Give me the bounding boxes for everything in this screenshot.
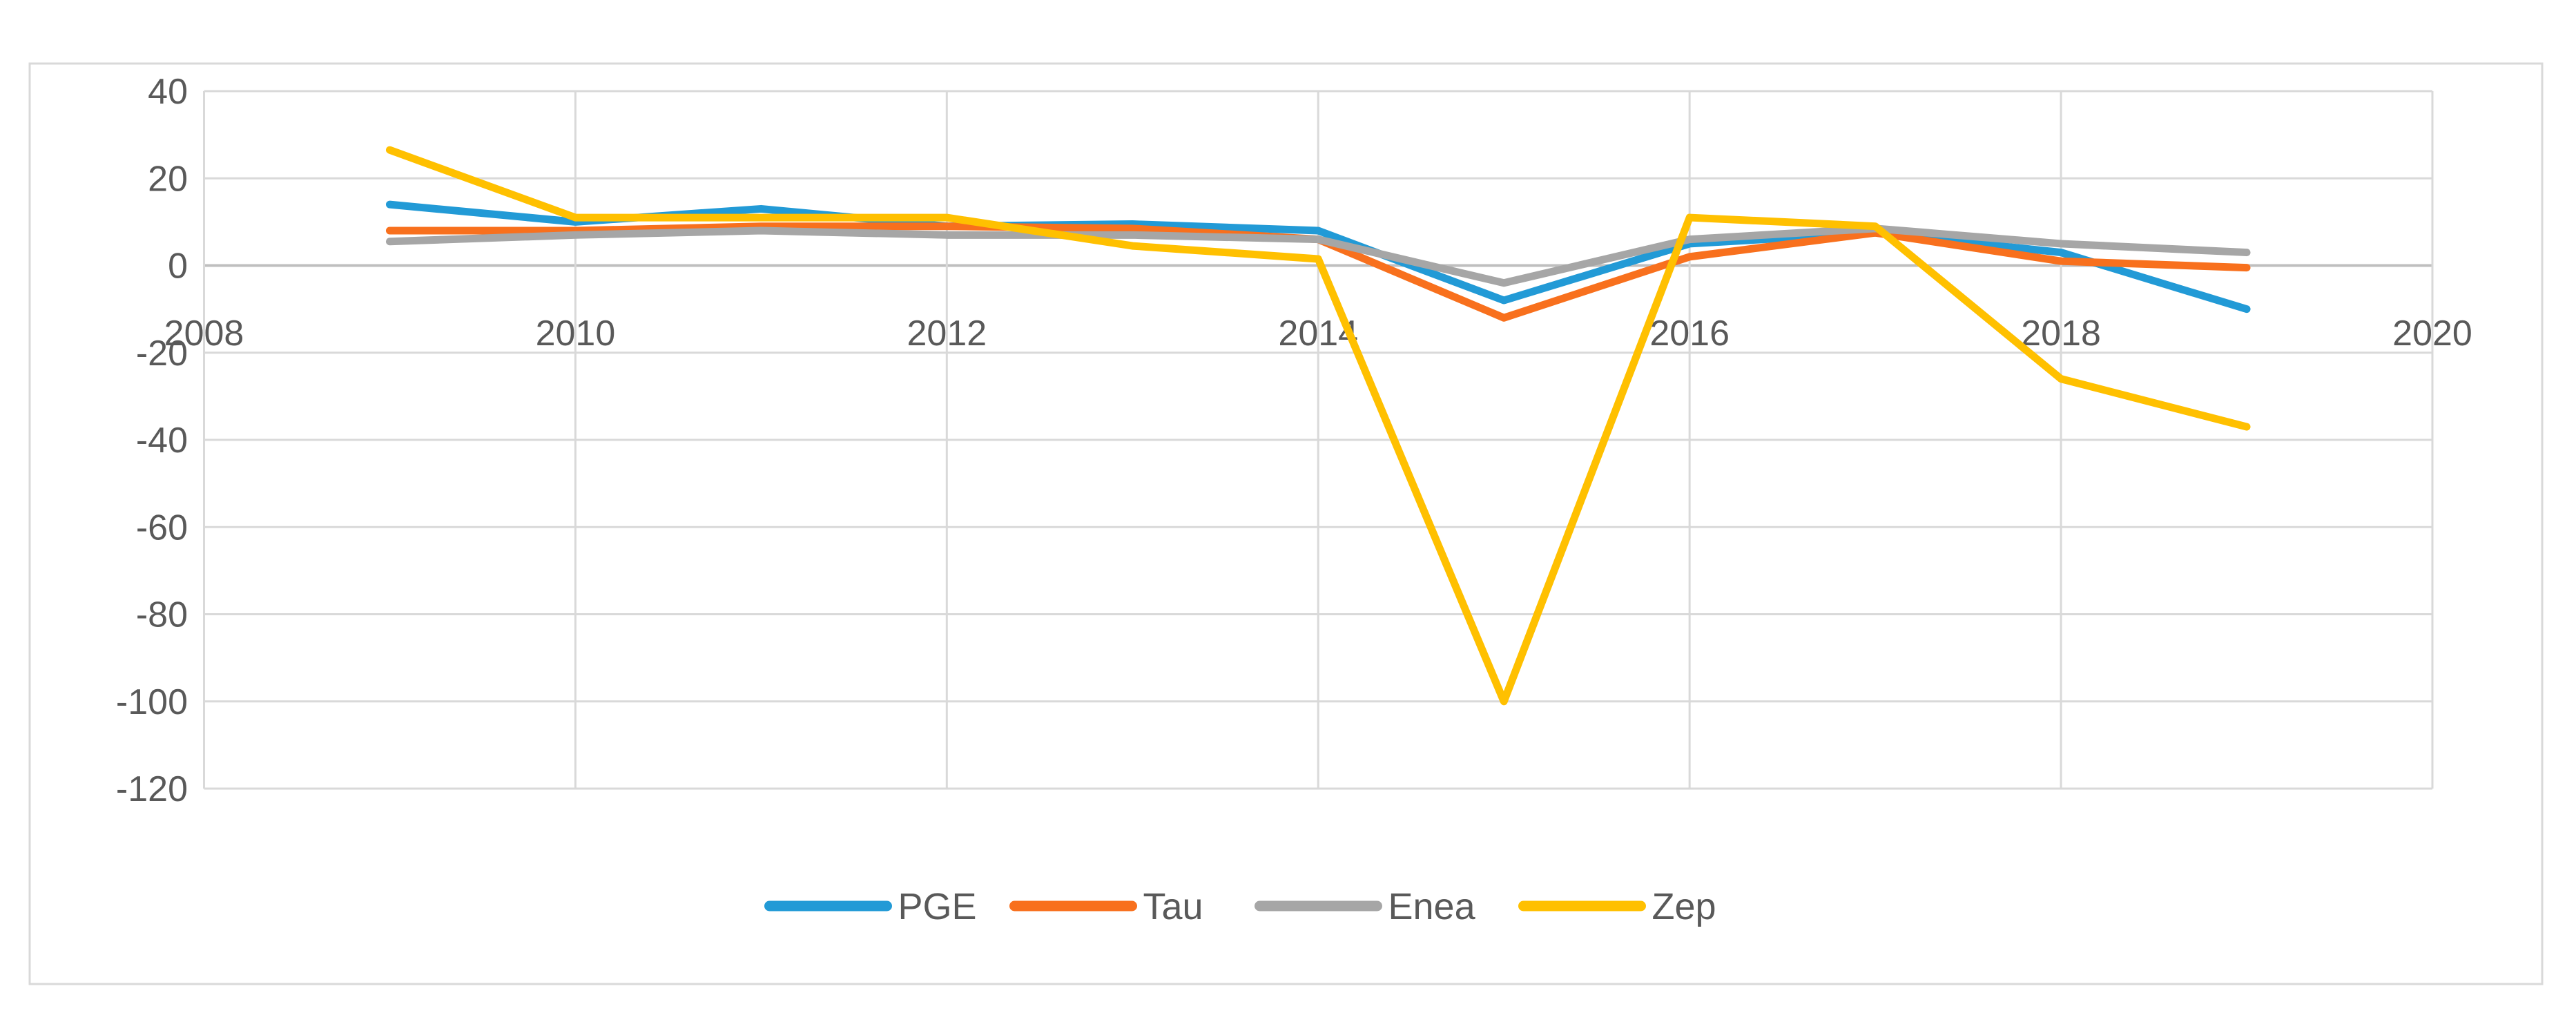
y-tick-label: -100	[116, 682, 188, 722]
x-tick-label: 2012	[907, 314, 987, 354]
y-tick-label: 40	[148, 72, 188, 112]
figure-border	[28, 62, 2544, 985]
legend-label: PGE	[898, 886, 977, 927]
series-line-zep	[385, 146, 2251, 706]
y-tick-label: -120	[116, 769, 188, 809]
x-tick-label: 2016	[1649, 314, 1730, 354]
y-tick-label: 20	[148, 159, 188, 199]
legend: PGE Tau Enea Zep	[764, 886, 1716, 927]
x-axis-tick-labels: 2008 2010 2012 2014 2016 2018 2020	[164, 314, 2472, 354]
y-tick-label: -20	[136, 334, 188, 374]
y-tick-label: -40	[136, 421, 188, 461]
x-tick-label: 2008	[164, 314, 244, 354]
y-tick-label: -60	[136, 508, 188, 548]
legend-item-pge[interactable]: PGE	[764, 886, 977, 927]
legend-label: Tau	[1143, 886, 1203, 927]
legend-label: Zep	[1652, 886, 1716, 927]
y-axis-tick-labels: 40 20 0 -20 -40 -60 -80 -100 -120	[116, 72, 188, 809]
legend-item-enea[interactable]: Enea	[1255, 886, 1476, 927]
legend-label: Enea	[1388, 886, 1476, 927]
x-tick-label: 2010	[536, 314, 616, 354]
gridlines	[203, 90, 2434, 790]
legend-item-zep[interactable]: Zep	[1518, 886, 1716, 927]
x-tick-label: 2018	[2021, 314, 2101, 354]
y-tick-label: -80	[136, 595, 188, 635]
series-lines	[385, 146, 2251, 706]
legend-item-tau[interactable]: Tau	[1009, 886, 1203, 927]
x-tick-label: 2020	[2392, 314, 2472, 354]
series-line-enea	[385, 224, 2251, 287]
y-tick-label: 0	[168, 247, 188, 287]
